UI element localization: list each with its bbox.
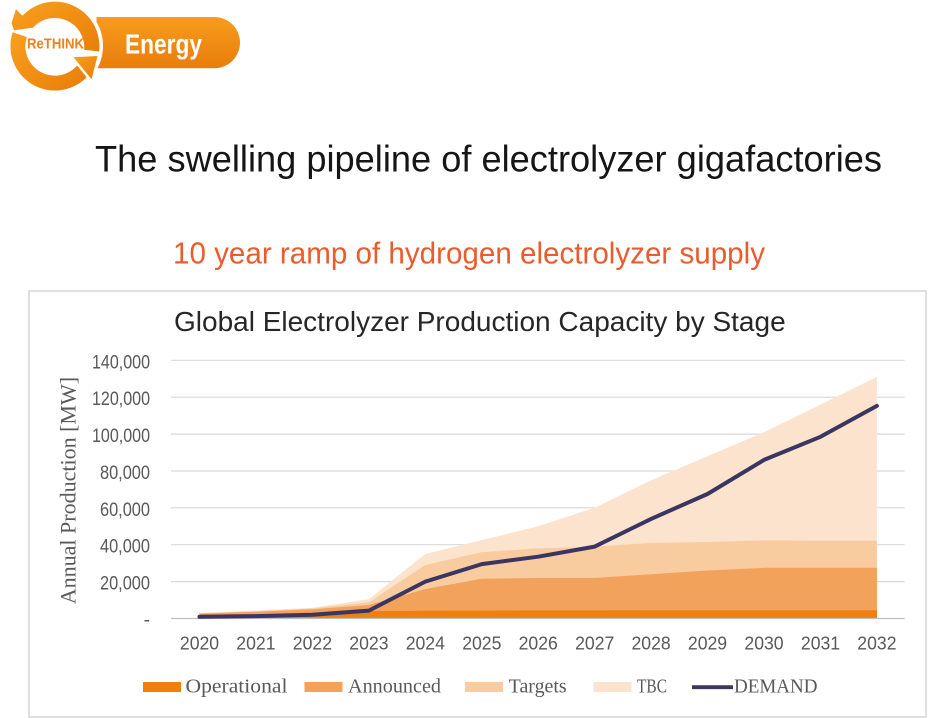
svg-text:2027: 2027 [575,633,614,654]
svg-text:2023: 2023 [349,633,388,654]
svg-text:2032: 2032 [857,633,896,654]
svg-text:Targets: Targets [509,677,567,698]
svg-text:Operational: Operational [186,677,289,698]
svg-text:Energy: Energy [125,29,202,60]
svg-text:10 year ramp of hydrogen elect: 10 year ramp of hydrogen electrolyzer su… [173,236,765,271]
svg-text:Announced: Announced [348,677,441,698]
svg-text:TBC: TBC [637,677,667,698]
svg-text:40,000: 40,000 [100,537,150,558]
svg-text:2024: 2024 [406,633,445,654]
svg-text:2022: 2022 [293,633,332,654]
svg-text:2029: 2029 [688,633,727,654]
svg-text:2030: 2030 [744,633,783,654]
svg-text:2031: 2031 [801,633,840,654]
svg-text:Annual Production [MW]: Annual Production [MW] [55,377,80,604]
svg-text:80,000: 80,000 [100,463,150,484]
svg-text:The swelling pipeline of elect: The swelling pipeline of electrolyzer gi… [95,139,882,180]
svg-text:DEMAND: DEMAND [734,677,818,698]
svg-text:2021: 2021 [236,633,275,654]
svg-text:140,000: 140,000 [92,352,150,373]
svg-text:Global Electrolyzer Production: Global Electrolyzer Production Capacity … [174,306,786,337]
svg-text:ReTHINK: ReTHINK [27,35,84,52]
svg-text:2028: 2028 [632,633,671,654]
svg-text:2025: 2025 [462,633,501,654]
svg-text:2026: 2026 [519,633,558,654]
svg-text:-: - [144,610,150,631]
svg-text:60,000: 60,000 [100,500,150,521]
svg-text:20,000: 20,000 [100,574,150,595]
svg-text:2020: 2020 [180,633,219,654]
svg-text:120,000: 120,000 [92,389,150,410]
svg-text:100,000: 100,000 [92,426,150,447]
